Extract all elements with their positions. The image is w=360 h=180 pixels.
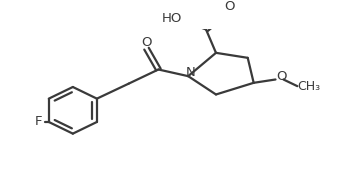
Text: O: O <box>225 0 235 13</box>
Text: HO: HO <box>162 12 183 25</box>
Text: CH₃: CH₃ <box>298 80 321 93</box>
Text: F: F <box>35 116 42 129</box>
Text: O: O <box>276 71 287 84</box>
Text: N: N <box>185 66 195 79</box>
Text: O: O <box>141 36 152 49</box>
